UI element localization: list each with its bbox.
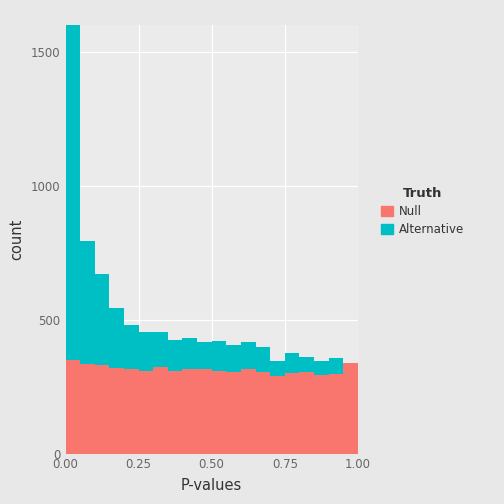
Bar <box>270 361 285 376</box>
Bar <box>109 368 124 454</box>
Bar <box>66 23 80 360</box>
Bar <box>95 365 109 454</box>
Bar <box>168 370 182 454</box>
Bar <box>182 339 197 369</box>
Bar <box>270 376 285 454</box>
Bar <box>226 345 241 372</box>
Bar <box>124 325 139 369</box>
Y-axis label: count: count <box>9 219 24 260</box>
Bar <box>343 362 358 454</box>
Bar <box>197 343 212 369</box>
Bar <box>66 360 80 454</box>
Bar <box>168 340 182 370</box>
Bar <box>139 332 153 370</box>
Bar <box>109 307 124 368</box>
Bar <box>80 241 95 364</box>
Bar <box>314 375 329 454</box>
Bar <box>329 374 343 454</box>
Bar <box>226 372 241 454</box>
Bar <box>153 332 168 366</box>
Bar <box>299 357 314 372</box>
Bar <box>329 358 343 374</box>
Bar <box>182 369 197 454</box>
Bar <box>285 373 299 454</box>
Bar <box>241 343 256 369</box>
Bar <box>197 369 212 454</box>
Bar <box>124 369 139 454</box>
Bar <box>299 372 314 454</box>
Bar <box>139 370 153 454</box>
Legend: Null, Alternative: Null, Alternative <box>374 180 471 243</box>
Bar <box>153 366 168 454</box>
Bar <box>256 347 270 372</box>
Bar <box>80 364 95 454</box>
Bar <box>95 274 109 365</box>
Bar <box>285 353 299 373</box>
Bar <box>212 341 226 370</box>
Bar <box>314 361 329 375</box>
X-axis label: P-values: P-values <box>181 478 242 493</box>
Bar <box>241 369 256 454</box>
Bar <box>256 372 270 454</box>
Bar <box>212 370 226 454</box>
